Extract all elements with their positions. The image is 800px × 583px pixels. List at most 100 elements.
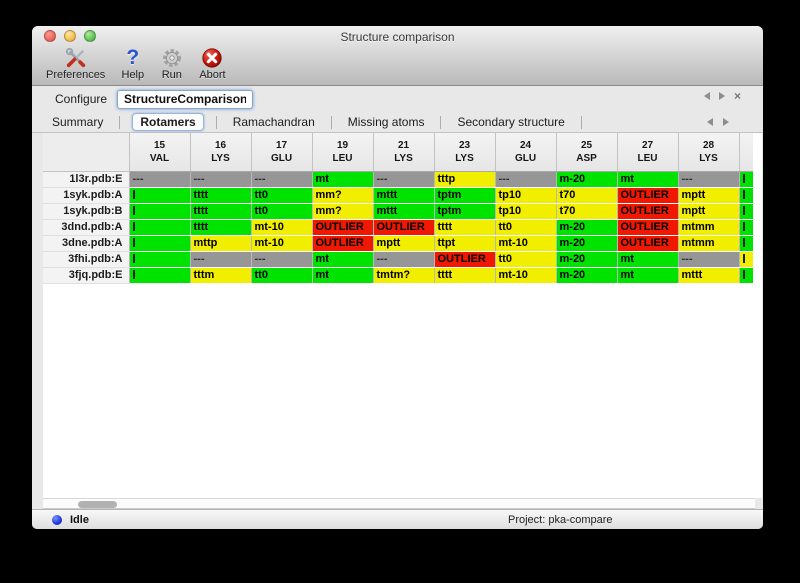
grid-cell[interactable]: --- <box>495 171 557 188</box>
column-header[interactable]: 23 LYS <box>434 133 496 172</box>
grid-cell[interactable]: OUTLIER <box>373 219 435 236</box>
grid-cell[interactable]: OUTLIER <box>312 219 374 236</box>
grid-cell[interactable]: mtmm <box>678 219 740 236</box>
scrollbar-track[interactable] <box>43 498 755 509</box>
row-label[interactable]: 3fjq.pdb:E <box>43 267 130 284</box>
configure-prev-icon[interactable] <box>703 92 710 100</box>
grid-cell[interactable]: --- <box>251 171 313 188</box>
grid-cell[interactable]: mt-10 <box>251 219 313 236</box>
grid-cell[interactable]: tt0 <box>495 219 557 236</box>
grid-cell[interactable]: --- <box>678 251 740 268</box>
grid-cell[interactable] <box>129 203 191 220</box>
column-header[interactable]: 16 LYS <box>190 133 252 172</box>
grid-cell[interactable]: tptm <box>434 187 496 204</box>
grid-cell[interactable]: OUTLIER <box>617 235 679 252</box>
grid-cell[interactable] <box>739 267 753 284</box>
grid-cell[interactable]: --- <box>251 251 313 268</box>
grid-cell[interactable]: m-20 <box>556 235 618 252</box>
zoom-window-button[interactable] <box>84 30 96 42</box>
grid-cell[interactable]: tttt <box>190 219 252 236</box>
grid-cell[interactable]: --- <box>190 171 252 188</box>
grid-cell[interactable]: ttpt <box>434 235 496 252</box>
row-label[interactable]: 3dne.pdb:A <box>43 235 130 252</box>
grid-cell[interactable]: --- <box>129 171 191 188</box>
grid-cell[interactable]: m-20 <box>556 219 618 236</box>
grid-cell[interactable]: --- <box>190 251 252 268</box>
grid-cell[interactable] <box>739 203 753 220</box>
grid-cell[interactable]: mptt <box>373 235 435 252</box>
grid-cell[interactable]: mtmm <box>678 235 740 252</box>
column-header[interactable]: 28 LYS <box>678 133 740 172</box>
grid-cell[interactable] <box>129 187 191 204</box>
grid-cell[interactable] <box>129 267 191 284</box>
grid-cell[interactable]: tttp <box>434 171 496 188</box>
grid-cell[interactable] <box>739 219 753 236</box>
grid-cell[interactable]: tttt <box>190 187 252 204</box>
grid-cell[interactable]: --- <box>373 171 435 188</box>
row-label[interactable]: 3dnd.pdb:A <box>43 219 130 236</box>
grid-cell[interactable]: tp10 <box>495 203 557 220</box>
grid-cell[interactable]: m-20 <box>556 251 618 268</box>
grid-cell[interactable]: mt <box>312 171 374 188</box>
grid-cell[interactable]: mt <box>617 171 679 188</box>
grid-cell[interactable]: tt0 <box>251 267 313 284</box>
grid-cell[interactable] <box>129 235 191 252</box>
column-header[interactable]: 17 GLU <box>251 133 313 172</box>
grid-cell[interactable]: mptt <box>678 203 740 220</box>
tab-rotamers[interactable]: Rotamers <box>132 113 204 131</box>
grid-cell[interactable]: t70 <box>556 203 618 220</box>
grid-cell[interactable]: OUTLIER <box>617 203 679 220</box>
grid-cell[interactable]: tttt <box>190 203 252 220</box>
tab-missing-atoms[interactable]: Missing atoms <box>347 115 425 129</box>
grid-cell[interactable] <box>739 235 753 252</box>
row-label[interactable]: 1syk.pdb:A <box>43 187 130 204</box>
tab-ramachandran[interactable]: Ramachandran <box>232 115 315 129</box>
grid-cell[interactable]: mttt <box>678 267 740 284</box>
tab-summary[interactable]: Summary <box>52 115 104 129</box>
column-header[interactable]: 25 ASP <box>556 133 618 172</box>
grid-cell[interactable]: tmtm? <box>373 267 435 284</box>
grid-cell[interactable]: mt-10 <box>495 267 557 284</box>
column-header[interactable]: 19 LEU <box>312 133 374 172</box>
grid-cell[interactable]: OUTLIER <box>617 219 679 236</box>
column-header[interactable]: 24 GLU <box>495 133 557 172</box>
scrollbar-thumb[interactable] <box>78 501 117 508</box>
column-header[interactable]: 21 LYS <box>373 133 435 172</box>
grid-cell[interactable]: tp10 <box>495 187 557 204</box>
grid-cell[interactable]: mt-10 <box>495 235 557 252</box>
row-label[interactable]: 3fhi.pdb:A <box>43 251 130 268</box>
column-header[interactable]: 27 LEU <box>617 133 679 172</box>
abort-button[interactable]: Abort <box>199 46 226 81</box>
grid-cell[interactable]: mt <box>312 251 374 268</box>
grid-cell[interactable]: tptm <box>434 203 496 220</box>
grid-cell[interactable]: mttt <box>373 187 435 204</box>
grid-cell[interactable]: --- <box>373 251 435 268</box>
tab-scroll-right-icon[interactable] <box>723 118 729 126</box>
grid-cell[interactable]: tttt <box>434 267 496 284</box>
configure-next-icon[interactable] <box>718 92 725 100</box>
grid-cell[interactable] <box>129 219 191 236</box>
grid-cell[interactable] <box>129 251 191 268</box>
column-header[interactable]: 15 VAL <box>129 133 191 172</box>
run-button[interactable]: Run <box>160 46 183 81</box>
configure-close-icon[interactable]: × <box>733 89 741 103</box>
grid-cell[interactable]: OUTLIER <box>312 235 374 252</box>
help-button[interactable]: ? Help <box>121 46 145 81</box>
grid-cell[interactable]: mt <box>312 267 374 284</box>
grid-cell[interactable]: OUTLIER <box>617 187 679 204</box>
grid-cell[interactable]: --- <box>678 171 740 188</box>
grid-cell[interactable]: tt0 <box>251 187 313 204</box>
grid-cell[interactable] <box>739 171 753 188</box>
row-label[interactable]: 1l3r.pdb:E <box>43 171 130 188</box>
column-header[interactable] <box>739 133 753 172</box>
grid-cell[interactable]: tttm <box>190 267 252 284</box>
grid-cell[interactable]: mt <box>617 251 679 268</box>
grid-cell[interactable]: mm? <box>312 187 374 204</box>
row-label[interactable]: 1syk.pdb:B <box>43 203 130 220</box>
configuration-name-input[interactable] <box>117 89 254 109</box>
grid-cell[interactable]: tt0 <box>251 203 313 220</box>
grid-cell[interactable]: tt0 <box>495 251 557 268</box>
grid-cell[interactable]: t70 <box>556 187 618 204</box>
grid-cell[interactable]: mttp <box>190 235 252 252</box>
grid-cell[interactable]: m-20 <box>556 171 618 188</box>
